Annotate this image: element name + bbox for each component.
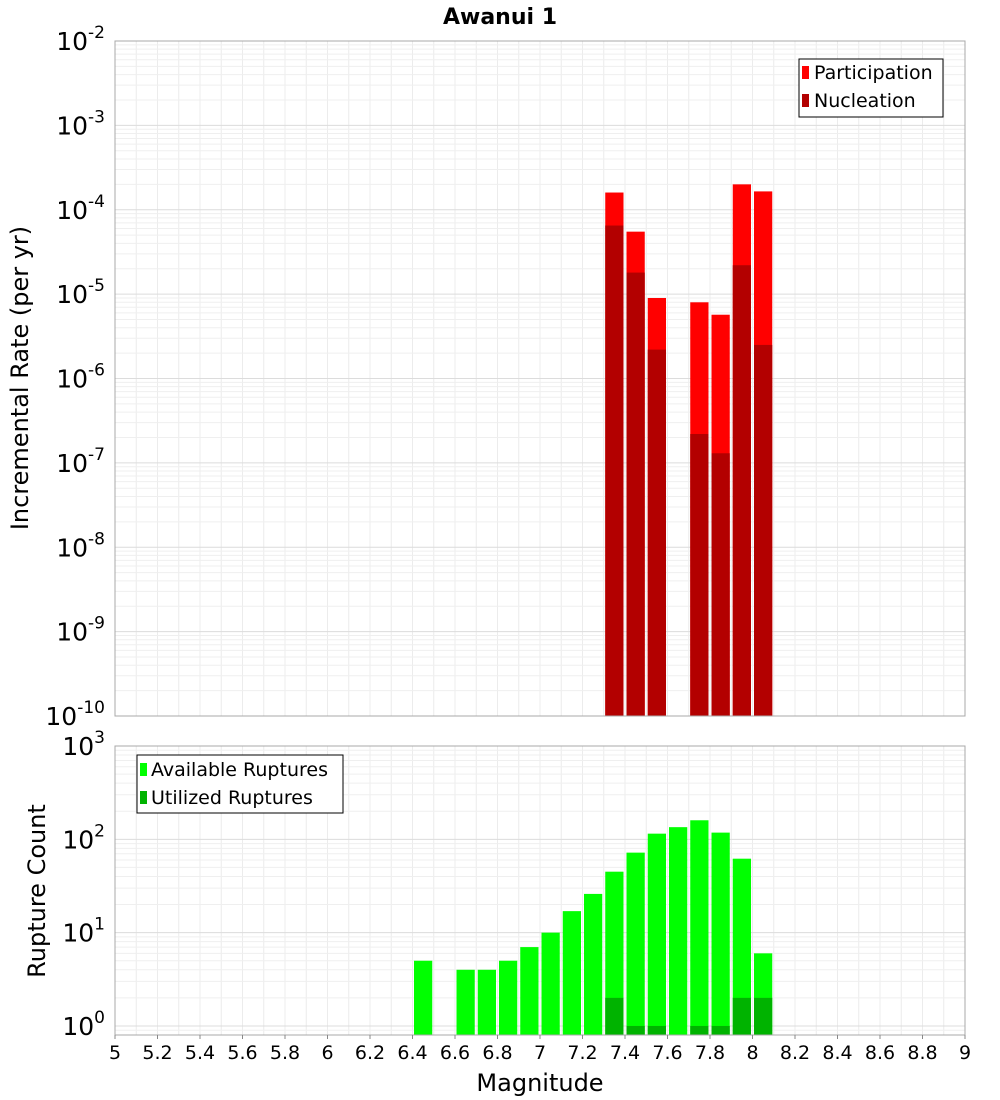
bottom-bar-utilized-ruptures: [647, 1025, 666, 1035]
bottom-bar-available-ruptures: [669, 827, 688, 1035]
bottom-y-tick-label: 100: [62, 1008, 105, 1041]
top-plot-gridlines: [114, 40, 966, 717]
bottom-bar-utilized-ruptures: [690, 1025, 709, 1035]
x-tick-label: 6.8: [482, 1042, 512, 1064]
x-tick-label: 7.8: [695, 1042, 725, 1064]
x-tick-label: 8.6: [865, 1042, 895, 1064]
bottom-bar-available-ruptures: [584, 893, 603, 1035]
legend-label-participation: Participation: [814, 62, 933, 84]
bottom-y-axis-title: Rupture Count: [23, 804, 51, 978]
legend-label-available-ruptures: Available Ruptures: [151, 759, 328, 781]
top-y-tick-label: 10-9: [56, 614, 105, 647]
bottom-plot-bars: [414, 820, 773, 1035]
bottom-bar-utilized-ruptures: [605, 997, 624, 1035]
bottom-bar-utilized-ruptures: [711, 1025, 730, 1035]
x-tick-label: 7.2: [567, 1042, 597, 1064]
legend-swatch-available-ruptures: [140, 763, 147, 776]
top-legend: Participation Nucleation: [798, 58, 944, 118]
top-y-tick-labels: 10-10 10-9 10-8 10-7 10-6 10-5 10-4 10-3 10-2: [45, 23, 105, 731]
x-tick-label: 7.6: [652, 1042, 682, 1064]
bottom-bar-utilized-ruptures: [754, 997, 773, 1035]
top-y-tick-label: 10-8: [56, 529, 105, 562]
x-axis-title: Magnitude: [476, 1069, 603, 1097]
bottom-bar-available-ruptures: [562, 911, 581, 1035]
top-y-axis-title: Incremental Rate (per yr): [6, 226, 34, 530]
x-tick-label: 8.2: [780, 1042, 810, 1064]
bottom-bar-available-ruptures: [541, 932, 560, 1035]
top-bar-nucleation: [605, 225, 624, 716]
bottom-bar-available-ruptures: [711, 832, 730, 1035]
top-y-tick-label: 10-4: [56, 192, 105, 225]
top-bar-nucleation: [690, 433, 709, 716]
bottom-bar-available-ruptures: [647, 833, 666, 1035]
x-tick-label: 5.6: [227, 1042, 257, 1064]
x-tick-label: 8.4: [822, 1042, 852, 1064]
bottom-y-tick-label: 101: [62, 915, 105, 948]
x-tick-label: 8.8: [907, 1042, 937, 1064]
bottom-bar-available-ruptures: [732, 858, 751, 1035]
bottom-bar-available-ruptures: [456, 969, 475, 1035]
top-bar-nucleation: [647, 349, 666, 716]
top-y-tick-label: 10-6: [56, 361, 105, 394]
x-tick-label: 8: [746, 1042, 758, 1064]
legend-swatch-utilized-ruptures: [140, 791, 147, 804]
bottom-bar-available-ruptures: [477, 969, 496, 1035]
legend-label-utilized-ruptures: Utilized Ruptures: [151, 787, 313, 809]
bottom-legend: Available Ruptures Utilized Ruptures: [136, 754, 344, 814]
x-tick-label: 6: [321, 1042, 333, 1064]
bottom-bar-available-ruptures: [520, 947, 539, 1035]
legend-swatch-participation: [802, 66, 809, 79]
bottom-bar-available-ruptures: [605, 871, 624, 1035]
x-tick-label: 7.4: [610, 1042, 640, 1064]
bottom-bar-available-ruptures: [414, 960, 433, 1035]
bottom-y-tick-label: 103: [62, 728, 105, 761]
legend-label-nucleation: Nucleation: [814, 90, 916, 112]
top-bar-nucleation: [626, 272, 645, 716]
x-tick-label: 5.8: [270, 1042, 300, 1064]
x-tick-label: 5: [109, 1042, 121, 1064]
top-y-tick-label: 10-10: [45, 698, 105, 731]
bottom-y-tick-labels: 100 101 102 103: [62, 728, 105, 1041]
bottom-bar-available-ruptures: [499, 960, 518, 1035]
top-plot-frame: [114, 40, 966, 717]
bottom-bar-available-ruptures: [626, 852, 645, 1035]
top-bar-nucleation: [754, 344, 773, 716]
x-tick-label: 5.2: [142, 1042, 172, 1064]
bottom-bar-available-ruptures: [690, 820, 709, 1035]
x-tick-label: 6.6: [440, 1042, 470, 1064]
bottom-y-tick-label: 102: [62, 821, 105, 854]
top-bar-nucleation: [732, 265, 751, 716]
x-tick-label: 9: [959, 1042, 971, 1064]
top-y-tick-label: 10-7: [56, 445, 105, 478]
x-tick-label: 6.4: [397, 1042, 427, 1064]
top-plot-bars: [605, 184, 773, 717]
x-tick-label: 5.4: [185, 1042, 215, 1064]
bottom-bar-utilized-ruptures: [732, 997, 751, 1035]
bottom-bar-utilized-ruptures: [626, 1025, 645, 1035]
x-tick-label: 6.2: [355, 1042, 385, 1064]
top-y-tick-label: 10-3: [56, 107, 105, 140]
x-tick-label: 7: [534, 1042, 546, 1064]
legend-swatch-nucleation: [802, 94, 809, 107]
top-bar-nucleation: [711, 453, 730, 716]
chart-title: Awanui 1: [443, 5, 557, 30]
top-y-tick-label: 10-2: [56, 23, 105, 56]
x-tick-labels: 5 5.2 5.4 5.6 5.8 6 6.2 6.4 6.6 6.8 7 7.2 7.4 7.6 7.8 8…: [109, 1035, 971, 1064]
top-y-tick-label: 10-5: [56, 276, 105, 309]
